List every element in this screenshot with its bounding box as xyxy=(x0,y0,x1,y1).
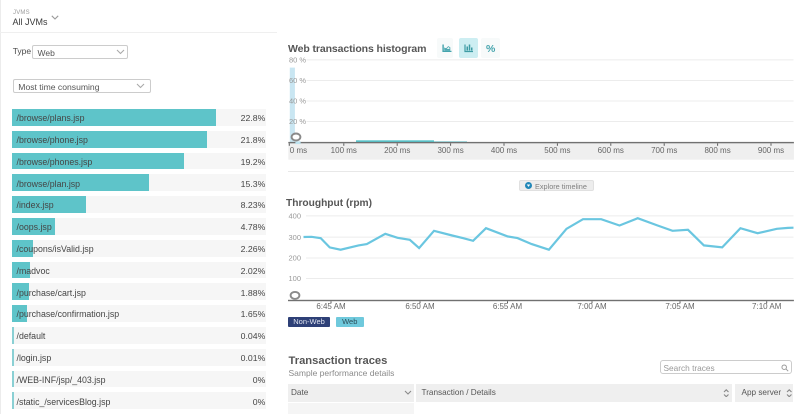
svg-text:6:45 AM: 6:45 AM xyxy=(316,302,346,311)
svg-text:20 %: 20 % xyxy=(289,117,306,126)
svg-text:200 ms: 200 ms xyxy=(384,146,410,155)
svg-text:800 ms: 800 ms xyxy=(704,146,730,155)
svg-text:100: 100 xyxy=(288,274,301,283)
svg-text:300 ms: 300 ms xyxy=(437,146,463,155)
svg-text:7:00 AM: 7:00 AM xyxy=(577,302,607,311)
svg-text:400: 400 xyxy=(288,212,301,221)
svg-text:6:55 AM: 6:55 AM xyxy=(493,302,523,311)
svg-text:7:10 AM: 7:10 AM xyxy=(752,302,782,311)
svg-text:60 %: 60 % xyxy=(289,76,306,85)
svg-text:7:05 AM: 7:05 AM xyxy=(665,302,695,311)
svg-text:900 ms: 900 ms xyxy=(758,146,784,155)
svg-text:400 ms: 400 ms xyxy=(491,146,517,155)
svg-text:6:50 AM: 6:50 AM xyxy=(405,302,435,311)
svg-text:40 %: 40 % xyxy=(289,97,306,106)
svg-text:200: 200 xyxy=(288,254,301,263)
svg-text:500 ms: 500 ms xyxy=(544,146,570,155)
svg-text:0 ms: 0 ms xyxy=(290,146,307,155)
svg-text:600 ms: 600 ms xyxy=(598,146,624,155)
svg-text:80 %: 80 % xyxy=(289,56,306,65)
svg-text:300: 300 xyxy=(288,233,301,242)
svg-text:100 ms: 100 ms xyxy=(331,146,357,155)
svg-text:700 ms: 700 ms xyxy=(651,146,677,155)
